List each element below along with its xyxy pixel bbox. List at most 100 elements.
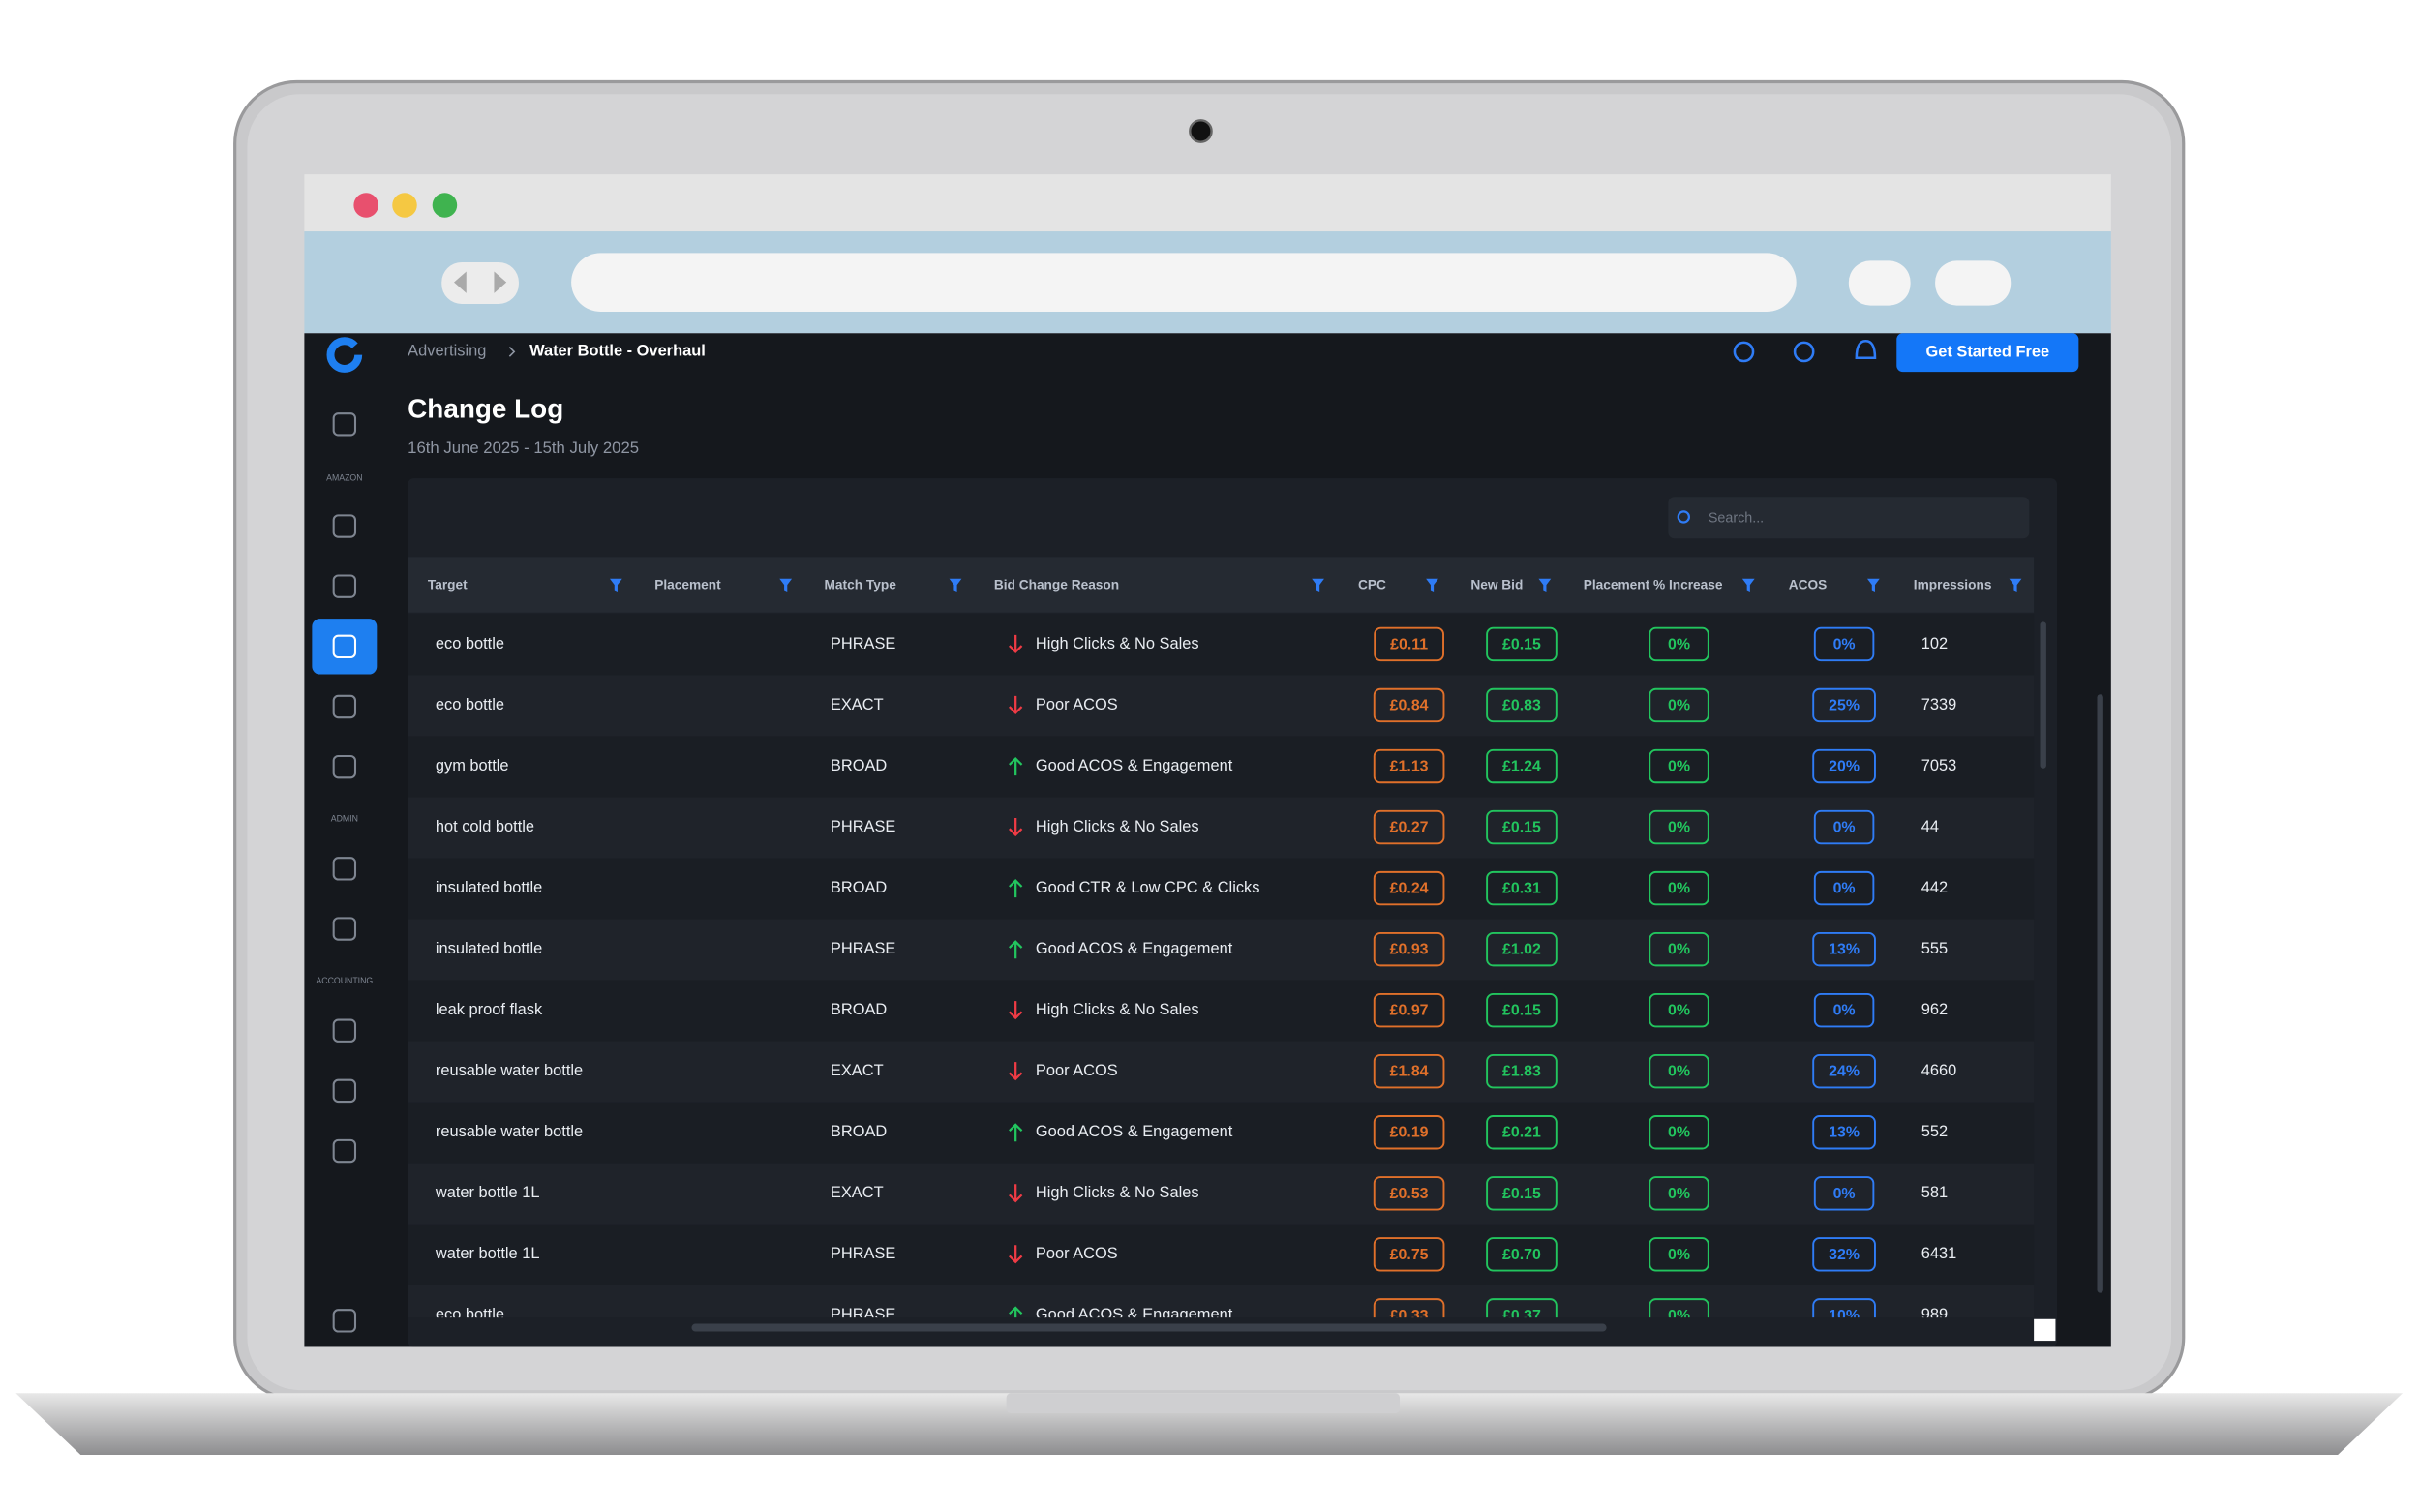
trend-arrow xyxy=(1009,1001,1023,1020)
sidebar-icon[interactable] xyxy=(332,634,357,659)
table-row[interactable] xyxy=(408,1102,2035,1164)
pill xyxy=(1373,1176,1445,1211)
scrollbar[interactable] xyxy=(2040,621,2046,769)
sidebar-icon[interactable] xyxy=(332,1138,357,1164)
table-row[interactable] xyxy=(408,614,2035,676)
search-placeholder: Search... xyxy=(1709,510,1764,526)
hand-icon[interactable] xyxy=(1793,341,1815,363)
trend-arrow xyxy=(1009,756,1023,776)
cell-pill: £0.31 xyxy=(1502,881,1541,897)
table-row[interactable] xyxy=(408,980,2035,1042)
column-header[interactable]: Impressions xyxy=(1914,578,1992,592)
table-row[interactable] xyxy=(408,1163,2035,1225)
table-row[interactable] xyxy=(408,1224,2035,1285)
column-header[interactable]: CPC xyxy=(1358,578,1386,592)
table-row[interactable] xyxy=(408,736,2035,798)
bell-icon[interactable] xyxy=(1855,339,1877,360)
sidebar-icon[interactable] xyxy=(332,574,357,598)
pill xyxy=(1649,687,1709,723)
cell-target: eco bottle xyxy=(436,696,504,713)
column-header[interactable]: Bid Change Reason xyxy=(994,578,1119,592)
search-box[interactable] xyxy=(1668,497,2030,539)
window-dot[interactable] xyxy=(353,193,378,218)
table-row[interactable] xyxy=(408,1041,2035,1103)
toolbar-button[interactable] xyxy=(1848,260,1911,306)
column-header[interactable]: Target xyxy=(428,578,468,592)
filter-icon[interactable] xyxy=(1312,578,1324,593)
column-header[interactable]: Match Type xyxy=(825,578,897,592)
window-dot[interactable] xyxy=(432,193,458,218)
cell-pill: £0.21 xyxy=(1502,1125,1541,1141)
column-header[interactable]: New Bid xyxy=(1470,578,1523,592)
column-header[interactable]: Placement xyxy=(654,578,721,592)
cell-impressions: 555 xyxy=(1921,940,1948,957)
column-header[interactable]: ACOS xyxy=(1789,578,1828,592)
cell-pill: 13% xyxy=(1829,1125,1860,1141)
sidebar-icon[interactable] xyxy=(332,754,357,779)
trend-arrow xyxy=(1009,879,1023,898)
trend-arrow xyxy=(1009,817,1023,837)
sidebar-active[interactable] xyxy=(312,619,378,675)
nav-buttons[interactable] xyxy=(441,261,519,304)
laptop-base xyxy=(15,1393,2404,1456)
cell-impressions: 442 xyxy=(1921,879,1948,896)
cell-pill: 20% xyxy=(1829,759,1860,775)
sidebar-icon[interactable] xyxy=(332,857,357,881)
table-row[interactable] xyxy=(408,797,2035,859)
trend-arrow xyxy=(1009,1062,1023,1081)
sidebar-icon[interactable] xyxy=(332,412,357,437)
cell-pill: £0.37 xyxy=(1502,1308,1541,1324)
cell-pill: £1.13 xyxy=(1390,759,1429,775)
cell-pill: £0.53 xyxy=(1390,1186,1429,1202)
pill xyxy=(1813,626,1875,662)
cta-button[interactable] xyxy=(1896,333,2079,373)
sidebar-icon[interactable] xyxy=(332,694,357,719)
sidebar-icon[interactable] xyxy=(332,1309,357,1333)
cell-match-type: EXACT xyxy=(831,1062,884,1079)
cell-match-type: PHRASE xyxy=(831,635,896,652)
trend-arrow xyxy=(1009,1306,1023,1318)
sidebar-icon[interactable] xyxy=(332,917,357,941)
support-icon[interactable] xyxy=(1733,341,1755,363)
cell-pill: £0.19 xyxy=(1390,1125,1429,1141)
pill xyxy=(1813,809,1875,845)
filter-icon[interactable] xyxy=(1741,578,1755,593)
table-row[interactable] xyxy=(408,858,2035,920)
logo[interactable] xyxy=(326,337,363,373)
pill xyxy=(1373,870,1445,906)
breadcrumb[interactable]: Advertising xyxy=(408,343,486,360)
sidebar-icon[interactable] xyxy=(332,514,357,538)
pill xyxy=(1649,931,1709,967)
filter-icon[interactable] xyxy=(1426,578,1438,593)
toolbar-button[interactable] xyxy=(1935,260,2012,306)
cell-reason: Good ACOS & Engagement xyxy=(1036,940,1233,957)
sidebar-icon[interactable] xyxy=(332,1018,357,1043)
scrollbar[interactable] xyxy=(2097,694,2103,1293)
cell-reason: Poor ACOS xyxy=(1036,1245,1118,1262)
scrollbar[interactable] xyxy=(691,1323,1607,1332)
cell-pill: £0.15 xyxy=(1502,1003,1541,1019)
filter-icon[interactable] xyxy=(609,578,622,593)
cell-impressions: 581 xyxy=(1921,1184,1948,1201)
filter-icon[interactable] xyxy=(949,578,962,593)
pill xyxy=(1813,1176,1875,1211)
column-header[interactable]: Placement % Increase xyxy=(1584,578,1723,592)
url-bar[interactable] xyxy=(571,253,1797,312)
table-row[interactable] xyxy=(408,919,2035,981)
cell-pill: £0.33 xyxy=(1390,1308,1429,1324)
cta-label: Get Started Free xyxy=(1925,344,2049,361)
cell-pill: 32% xyxy=(1829,1247,1860,1263)
pill xyxy=(1486,1237,1558,1272)
pill xyxy=(1486,748,1558,784)
table-row[interactable] xyxy=(408,675,2035,737)
table-row[interactable] xyxy=(408,1285,2035,1346)
cell-impressions: 989 xyxy=(1921,1306,1948,1323)
cell-pill: £0.75 xyxy=(1390,1247,1429,1263)
filter-icon[interactable] xyxy=(1866,578,1880,593)
filter-icon[interactable] xyxy=(779,578,793,593)
window-dot[interactable] xyxy=(392,193,417,218)
cell-reason: High Clicks & No Sales xyxy=(1036,635,1199,652)
sidebar-icon[interactable] xyxy=(332,1078,357,1104)
filter-icon[interactable] xyxy=(1538,578,1552,593)
filter-icon[interactable] xyxy=(2009,578,2022,593)
